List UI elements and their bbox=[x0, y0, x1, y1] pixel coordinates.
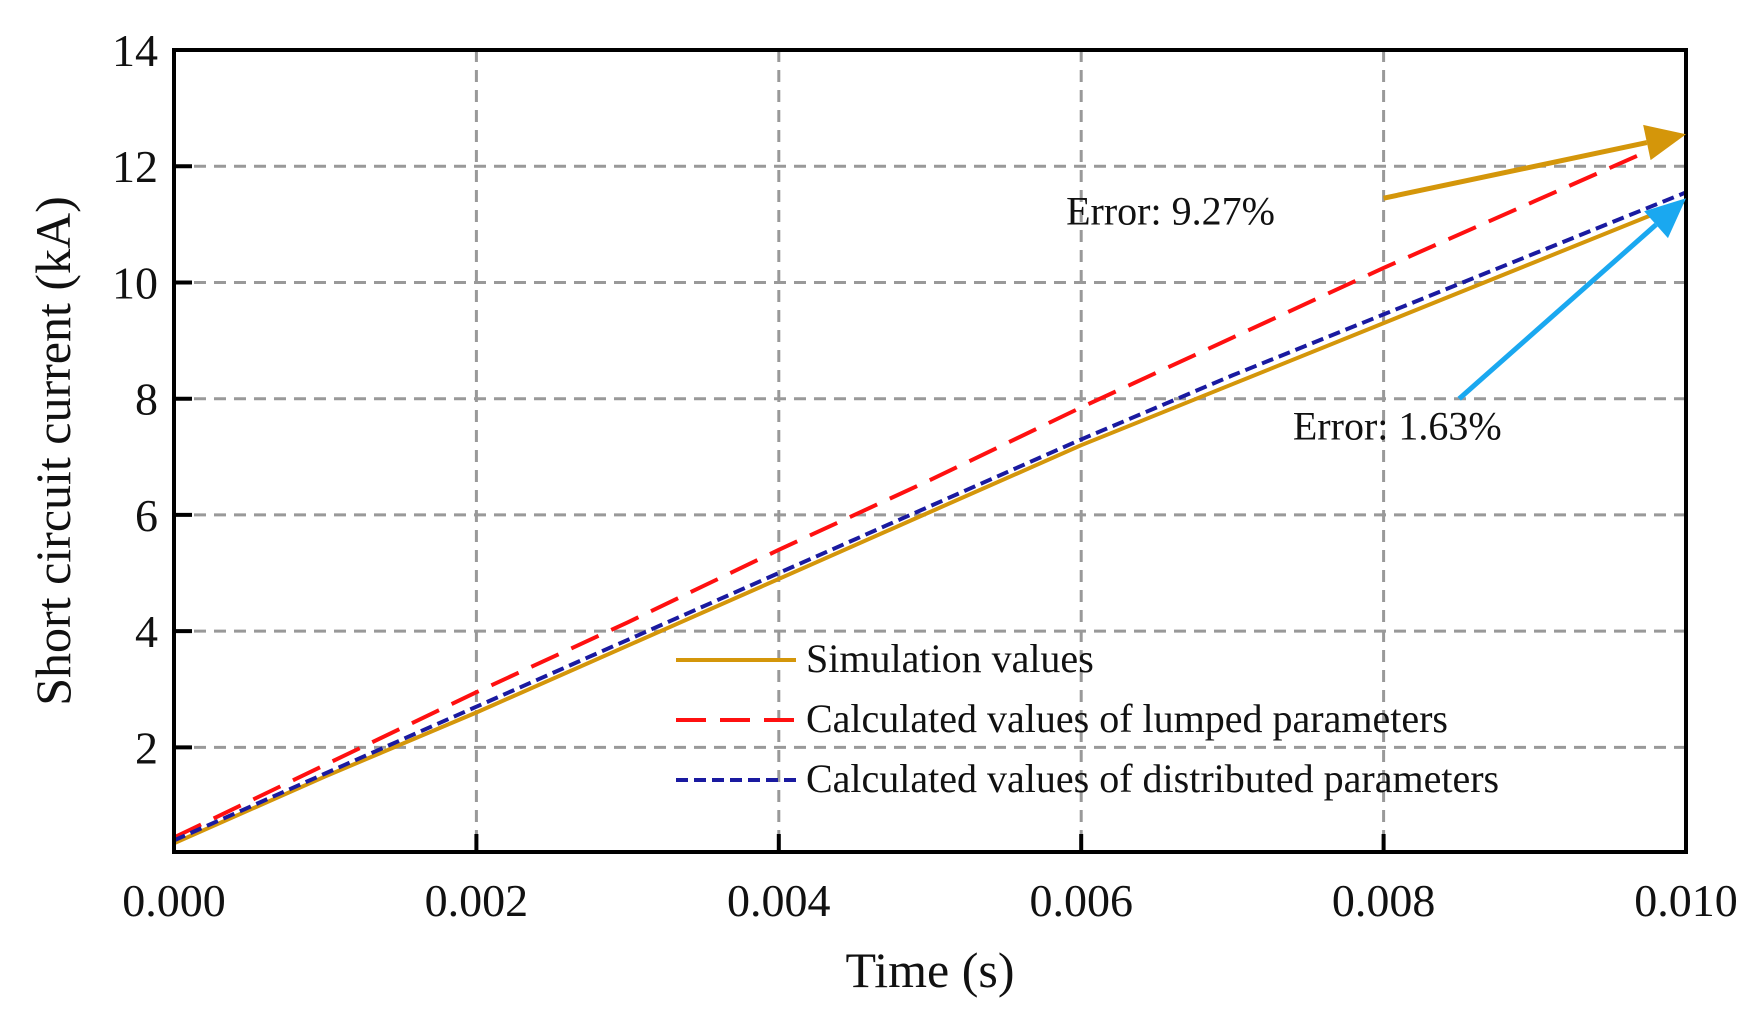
annotation-label: Error: 1.63% bbox=[1293, 403, 1502, 448]
y-tick-label: 12 bbox=[112, 141, 158, 192]
annotation-label: Error: 9.27% bbox=[1066, 188, 1275, 233]
annotation-arrow-head bbox=[1644, 198, 1686, 239]
series-line-1 bbox=[174, 199, 1686, 846]
y-tick-label: 6 bbox=[135, 490, 158, 541]
plot-frame bbox=[172, 48, 1688, 854]
legend: Simulation values Calculated values of lu… bbox=[676, 636, 1499, 801]
x-axis-label: Time (s) bbox=[845, 942, 1014, 998]
series-line-2 bbox=[174, 132, 1686, 840]
ticks: 0.000 0.002 0.004 0.006 0.008 0.010 2 4 6 8 10 12 14 bbox=[112, 25, 1738, 926]
y-tick-label: 8 bbox=[135, 374, 158, 425]
y-tick-label: 4 bbox=[135, 606, 158, 657]
annotations: Error: 9.27% Error: 1.63% bbox=[1066, 124, 1686, 448]
y-tick-label: 14 bbox=[112, 25, 158, 76]
annotation-arrow-head bbox=[1643, 124, 1686, 161]
series-line-3 bbox=[174, 190, 1686, 843]
x-tick-label: 0.008 bbox=[1332, 875, 1436, 926]
x-tick-label: 0.002 bbox=[425, 875, 529, 926]
legend-label-3: Calculated values of distributed paramet… bbox=[806, 756, 1499, 801]
x-tick-label: 0.010 bbox=[1634, 875, 1738, 926]
annotation-arrow-shaft bbox=[1457, 222, 1658, 401]
x-tick-label: 0.000 bbox=[122, 875, 226, 926]
x-tick-label: 0.004 bbox=[727, 875, 831, 926]
y-tick-label: 10 bbox=[112, 257, 158, 308]
legend-label-1: Simulation values bbox=[806, 636, 1094, 681]
x-tick-label: 0.006 bbox=[1029, 875, 1133, 926]
annotation-arrow-shaft bbox=[1383, 140, 1648, 201]
y-axis-label: Short circuit current (kA) bbox=[25, 196, 81, 706]
y-tick-label: 2 bbox=[135, 722, 158, 773]
series-group bbox=[174, 132, 1686, 846]
legend-label-2: Calculated values of lumped parameters bbox=[806, 696, 1448, 741]
